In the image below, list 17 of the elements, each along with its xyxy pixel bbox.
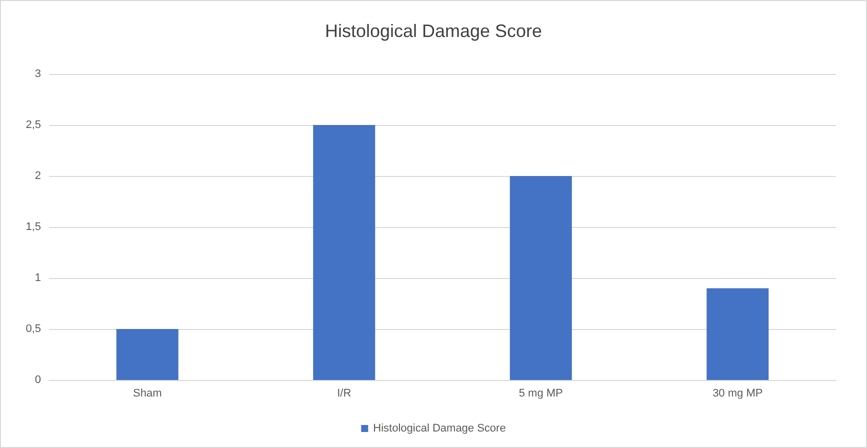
- y-tick-label: 1,5: [26, 221, 41, 233]
- bar: [510, 176, 572, 380]
- bar: [313, 125, 376, 380]
- x-tick-label: Sham: [133, 388, 162, 400]
- y-tick-label: 3: [34, 68, 41, 80]
- x-tick-label: 5 mg MP: [518, 388, 563, 400]
- y-tick-label: 1: [34, 272, 41, 284]
- y-tick-label: 2,5: [26, 119, 41, 131]
- bar: [116, 329, 178, 380]
- x-tick-label: I/R: [337, 388, 352, 400]
- y-tick-label: 2: [34, 170, 41, 182]
- y-tick-label: 0,5: [26, 323, 41, 335]
- y-tick-label: 0: [34, 374, 41, 386]
- legend-label: Histological Damage Score: [373, 422, 506, 434]
- x-tick-label: 30 mg MP: [712, 388, 763, 400]
- chart-title: Histological Damage Score: [324, 21, 542, 41]
- bar: [706, 288, 769, 380]
